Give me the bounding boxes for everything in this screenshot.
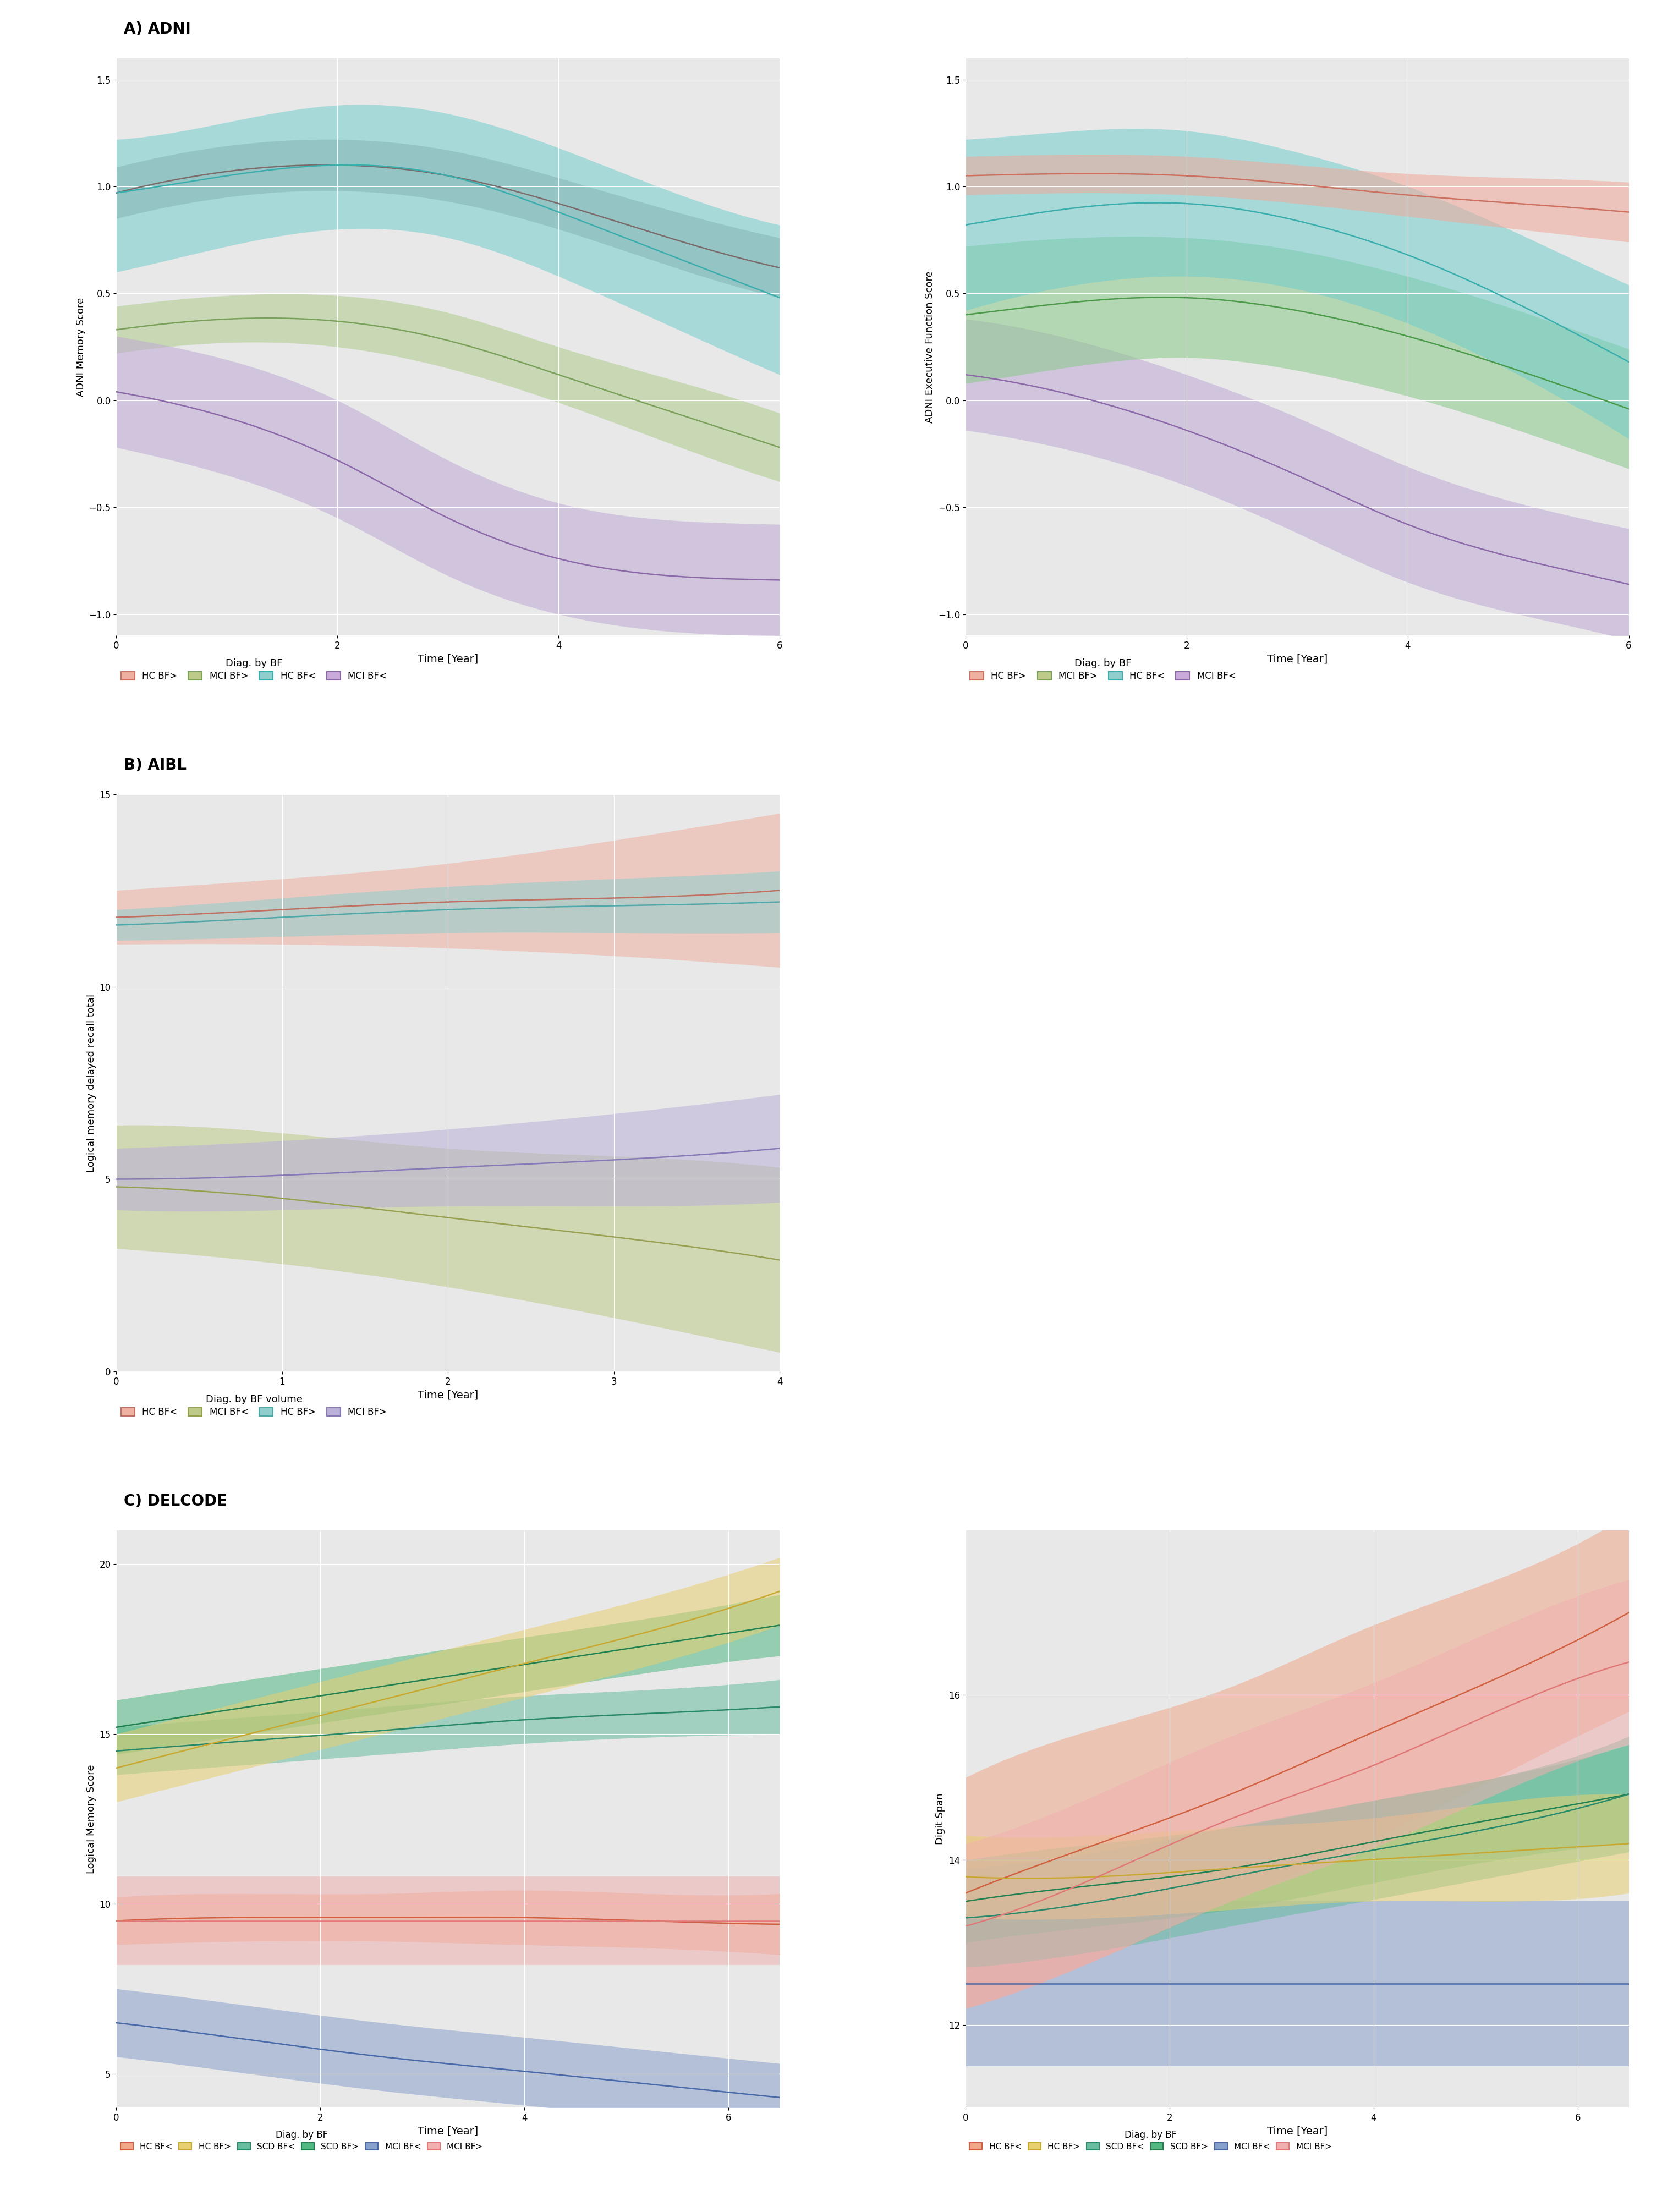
Legend: HC BF>, MCI BF>, HC BF<, MCI BF<: HC BF>, MCI BF>, HC BF<, MCI BF< (121, 659, 387, 681)
X-axis label: Time [Year]: Time [Year] (417, 655, 479, 664)
Legend: HC BF<, MCI BF<, HC BF>, MCI BF>: HC BF<, MCI BF<, HC BF>, MCI BF> (121, 1394, 387, 1418)
Legend: HC BF>, MCI BF>, HC BF<, MCI BF<: HC BF>, MCI BF>, HC BF<, MCI BF< (971, 659, 1237, 681)
Legend: HC BF<, HC BF>, SCD BF<, SCD BF>, MCI BF<, MCI BF>: HC BF<, HC BF>, SCD BF<, SCD BF>, MCI BF… (969, 2130, 1331, 2150)
Y-axis label: Logical Memory Score: Logical Memory Score (86, 1765, 96, 1874)
Text: C) DELCODE: C) DELCODE (125, 1493, 228, 1509)
X-axis label: Time [Year]: Time [Year] (417, 1389, 479, 1400)
Text: B) AIBL: B) AIBL (125, 759, 186, 772)
Legend: HC BF<, HC BF>, SCD BF<, SCD BF>, MCI BF<, MCI BF>: HC BF<, HC BF>, SCD BF<, SCD BF>, MCI BF… (121, 2130, 482, 2150)
Y-axis label: ADNI Executive Function Score: ADNI Executive Function Score (926, 270, 934, 422)
Y-axis label: ADNI Memory Score: ADNI Memory Score (76, 296, 86, 396)
X-axis label: Time [Year]: Time [Year] (1266, 2126, 1328, 2137)
Y-axis label: Digit Span: Digit Span (936, 1794, 946, 1845)
Y-axis label: Logical memory delayed recall total: Logical memory delayed recall total (86, 993, 96, 1172)
X-axis label: Time [Year]: Time [Year] (417, 2126, 479, 2137)
X-axis label: Time [Year]: Time [Year] (1266, 655, 1328, 664)
Text: A) ADNI: A) ADNI (125, 22, 191, 38)
